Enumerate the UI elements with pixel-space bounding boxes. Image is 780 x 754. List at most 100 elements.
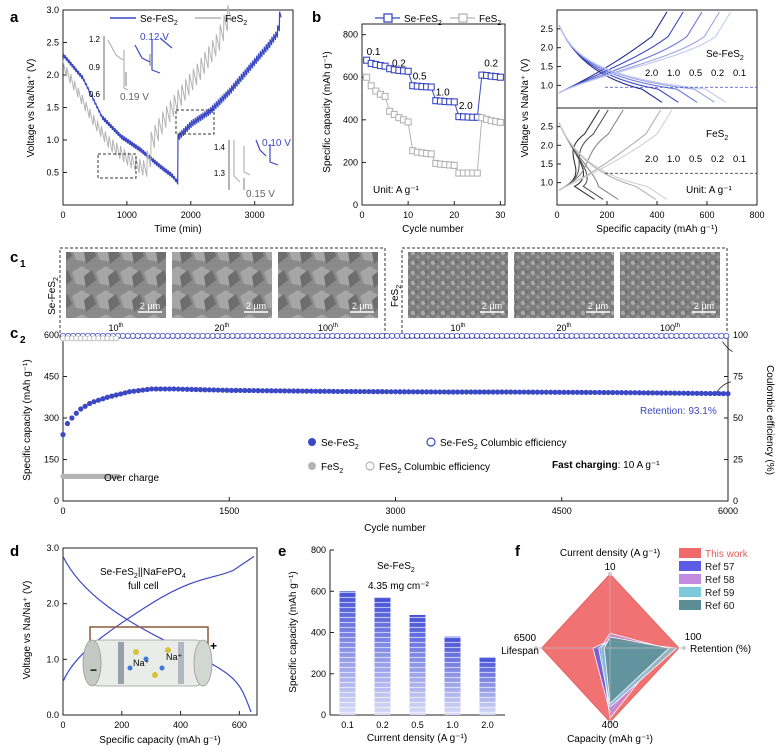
b2-xtick-label: 200 <box>599 210 614 220</box>
b-point-se <box>496 73 504 81</box>
c2-se-ce-point <box>299 332 306 339</box>
d-xtick-label: 200 <box>114 720 129 730</box>
c2-se-ce-point <box>429 332 436 339</box>
radar-legend-label: Ref 57 <box>705 562 735 573</box>
c2-se-point <box>654 390 660 396</box>
c2-se-ce-point <box>483 332 490 339</box>
b-point-fes <box>496 118 504 126</box>
b-rate-label: 0.5 <box>413 71 427 82</box>
c2-se-point <box>268 388 274 394</box>
c2-se-ce-point <box>434 332 441 339</box>
c2-se-point <box>282 388 288 394</box>
c2-se-ce-point <box>618 332 625 339</box>
sem-image <box>66 252 166 318</box>
c2-legend-fes <box>308 462 316 470</box>
panel-d-ylabel: Voltage vs Na/Na⁺ (V) <box>22 581 33 680</box>
c2-se-ce-point <box>568 332 575 339</box>
c2-se-point <box>548 389 554 395</box>
e-bar-hatch <box>339 591 356 715</box>
sem-cycle-label: 100th <box>660 323 680 333</box>
c2-se-ce-point <box>179 332 186 339</box>
c2-se-ce-point <box>623 332 630 339</box>
panel-c2-frame <box>62 334 729 502</box>
d-ytick-label: 2.0 <box>46 599 59 609</box>
profile-ylabel: Voltage vs Na/Na⁺ (V) <box>520 59 531 158</box>
b2-ytick-label: 2.0 <box>540 140 553 150</box>
b-point-se <box>427 83 435 91</box>
b2-rate-label: 0.2 <box>711 154 724 165</box>
d-discharge-curve <box>62 556 252 713</box>
radar-legend-swatch <box>679 548 701 558</box>
c2-legend-se <box>308 438 316 446</box>
d-ytick-label: 0.0 <box>46 710 59 720</box>
radar-axis-end <box>608 572 612 576</box>
c2-se-ce-point <box>394 332 401 339</box>
panel-b-ylabel: Specific capacity (mAh g⁻¹) <box>322 51 333 172</box>
c2-se-ce-point <box>698 332 705 339</box>
e-bar-hatch <box>479 657 496 715</box>
a-xtick-label: 0 <box>60 210 65 220</box>
c2-ytick-right-label: 25 <box>733 455 743 465</box>
radar-legend-label: Ref 60 <box>705 601 735 612</box>
c2-se-ce-point <box>478 332 485 339</box>
c2-se-ce-point <box>309 332 316 339</box>
c2-se-ce-point <box>658 332 665 339</box>
e-bar-hatch <box>409 614 426 715</box>
b-xtick-label: 20 <box>449 210 459 220</box>
c2-se-point <box>78 406 84 412</box>
legend-label-fes: FeS2 <box>225 14 247 27</box>
c2-se-point <box>384 389 390 395</box>
c2-legend-se-ce <box>426 437 436 447</box>
c2-se-ce-point <box>439 332 446 339</box>
radar-top-value: 10 <box>604 562 616 573</box>
b-rate-label: 0.2 <box>392 59 406 70</box>
legend-label-b-fes: FeS2 <box>479 14 501 27</box>
c2-se-ce-point <box>723 332 730 339</box>
e-xtick-label: 2.0 <box>481 720 494 730</box>
c2-se-point <box>91 399 97 405</box>
c2-se-point <box>353 388 359 395</box>
c2-xtick-label: 1500 <box>219 506 239 516</box>
c2-se-point <box>392 389 399 395</box>
panel-b-unit: Unit: A g⁻¹ <box>373 185 420 196</box>
panel-e-title: Se-FeS2 <box>377 561 415 574</box>
c2-se-point <box>623 390 629 396</box>
c2-se-ce-point <box>339 332 346 339</box>
c2-se-point <box>667 390 673 396</box>
panel-c1-sem: Se-FeS2 FeS2 2 μm 10th 2 μm 20th 2 μm 100th 2 … <box>47 247 728 339</box>
sem-scale-label: 2 μm <box>588 301 608 311</box>
c2-se-point <box>596 389 603 396</box>
c2-xtick-label: 0 <box>60 506 65 516</box>
c2-se-ce-point <box>638 332 645 339</box>
sem-scale-label: 2 μm <box>482 301 502 311</box>
c2-se-ce-point <box>708 332 715 339</box>
c2-se-ce-point <box>653 332 660 339</box>
radar-left-label: Lifespan <box>501 646 539 657</box>
overcharge-label: Over charge <box>104 473 159 484</box>
c2-se-ce-point <box>563 332 570 339</box>
c2-se-ce-point <box>234 332 241 339</box>
radar-legend-swatch <box>679 574 701 584</box>
d-charge-curve <box>62 555 255 682</box>
c2-fes-point <box>115 473 121 479</box>
inset-2: 1.4 1.3 0.10 V 0.15 V <box>214 138 291 200</box>
b2-rate-label: 0.1 <box>733 154 746 165</box>
c2-se-point <box>295 388 301 394</box>
c2-arrow-ce <box>722 341 733 352</box>
radar-legend-label: Ref 59 <box>705 588 735 599</box>
c2-se-point <box>135 388 141 394</box>
c2-se-point <box>463 389 470 395</box>
c2-se-ce-point <box>149 332 156 339</box>
c2-se-point <box>694 390 700 396</box>
b-ytick-label: 0 <box>353 200 358 210</box>
b-rate-label: 0.1 <box>367 47 381 58</box>
radar-legend-label: Ref 58 <box>705 575 735 586</box>
b2-discharge-curve <box>558 24 679 103</box>
c2-se-point <box>574 389 580 395</box>
sem-cycle-label: 10th <box>108 323 123 333</box>
c2-se-point <box>676 390 682 396</box>
c2-se-ce-point <box>458 332 465 339</box>
c2-legend-se-label: Se-FeS2 <box>321 438 359 451</box>
c2-se-point <box>552 389 558 395</box>
c2-se-point <box>215 387 221 393</box>
